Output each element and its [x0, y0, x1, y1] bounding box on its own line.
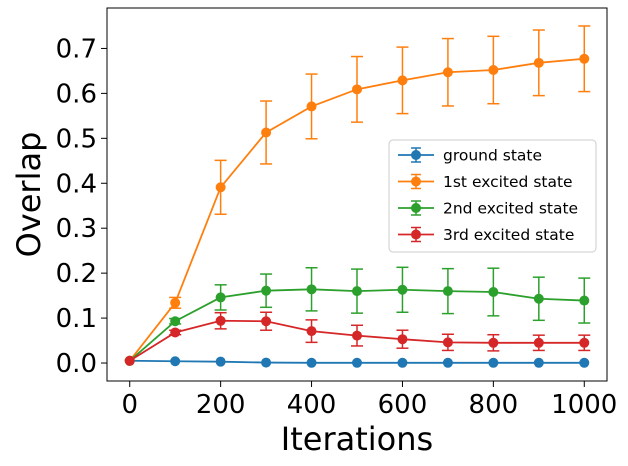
data-point	[488, 287, 499, 298]
data-point	[215, 292, 226, 303]
axes-frame	[106, 7, 608, 382]
data-point	[261, 316, 272, 327]
data-point	[170, 316, 181, 327]
data-point	[352, 286, 362, 297]
legend-entry: 2nd excited state	[398, 200, 578, 218]
data-point	[261, 285, 272, 296]
y-tick-label: 0.0	[56, 349, 97, 379]
data-point	[306, 284, 317, 295]
y-tick-label: 0.4	[56, 169, 97, 199]
legend: ground state 1st excited state 2nd excited…	[388, 139, 597, 253]
y-tick-label: 0.6	[56, 79, 97, 109]
legend-label: ground state	[443, 147, 542, 165]
x-tick-label: 800	[469, 390, 519, 420]
y-tick-label: 0.3	[56, 214, 97, 244]
plot-area	[124, 25, 591, 368]
y-tick-label: 0.5	[56, 124, 97, 154]
data-point	[306, 357, 317, 368]
data-point	[579, 337, 590, 348]
legend-label: 2nd excited state	[443, 200, 578, 218]
data-point	[533, 357, 544, 368]
data-point	[215, 356, 226, 367]
legend-entry: 3rd excited state	[398, 226, 574, 244]
legend-label: 1st excited state	[443, 173, 573, 191]
data-point	[488, 357, 499, 368]
y-tick-label: 0.7	[56, 34, 97, 64]
y-axis-ticks: 0.0 0.1 0.2 0.3 0.4 0.5 0.6 0.7	[56, 34, 107, 379]
legend-marker	[411, 176, 421, 187]
data-point	[579, 295, 590, 306]
data-point	[215, 315, 226, 326]
legend-marker	[411, 150, 421, 160]
data-point	[488, 65, 499, 76]
data-point	[352, 84, 362, 95]
data-point	[306, 326, 317, 337]
x-tick-label: 600	[378, 390, 428, 420]
legend-entry: ground state	[398, 147, 542, 165]
data-point	[397, 284, 408, 295]
x-tick-label: 1000	[551, 390, 617, 420]
legend-entry: 1st excited state	[398, 173, 573, 191]
x-axis-label: Iterations	[281, 420, 433, 458]
data-point	[215, 182, 226, 193]
data-point	[352, 357, 362, 368]
x-axis-ticks: 0 200 400 600 800 1000	[121, 381, 617, 420]
data-point	[397, 357, 408, 368]
axes: 0 200 400 600 800 1000 0.00.10.20.30.40.50.60…	[10, 7, 617, 458]
data-point	[261, 127, 272, 138]
data-point	[397, 334, 408, 345]
y-axis-label: Overlap	[10, 132, 48, 258]
y-tick-label: 0.2	[56, 259, 97, 289]
legend-marker	[411, 203, 421, 213]
data-point	[579, 357, 590, 368]
data-point	[397, 75, 408, 86]
x-tick-label: 0	[121, 390, 138, 420]
series-2nd-excited-state	[124, 266, 591, 366]
data-point	[306, 101, 317, 112]
data-point	[442, 286, 453, 297]
series-ground-state	[124, 355, 590, 368]
legend-box	[388, 139, 597, 253]
data-point	[488, 337, 499, 348]
x-tick-label: 400	[287, 390, 337, 420]
data-point	[579, 53, 590, 64]
data-point	[442, 67, 453, 78]
data-point	[442, 357, 453, 368]
data-point	[124, 355, 135, 366]
data-point	[442, 337, 453, 348]
data-point	[170, 327, 181, 338]
y-tick-label: 0.1	[56, 304, 97, 334]
legend-label: 3rd excited state	[443, 226, 574, 244]
data-point	[352, 330, 362, 341]
data-point	[533, 337, 544, 348]
data-point	[170, 297, 181, 308]
data-point	[533, 57, 544, 68]
data-point	[261, 357, 272, 368]
data-point	[170, 356, 181, 367]
x-tick-label: 200	[196, 390, 246, 420]
series-3rd-excited-state	[124, 311, 591, 366]
data-point	[533, 293, 544, 304]
legend-marker	[411, 229, 421, 240]
